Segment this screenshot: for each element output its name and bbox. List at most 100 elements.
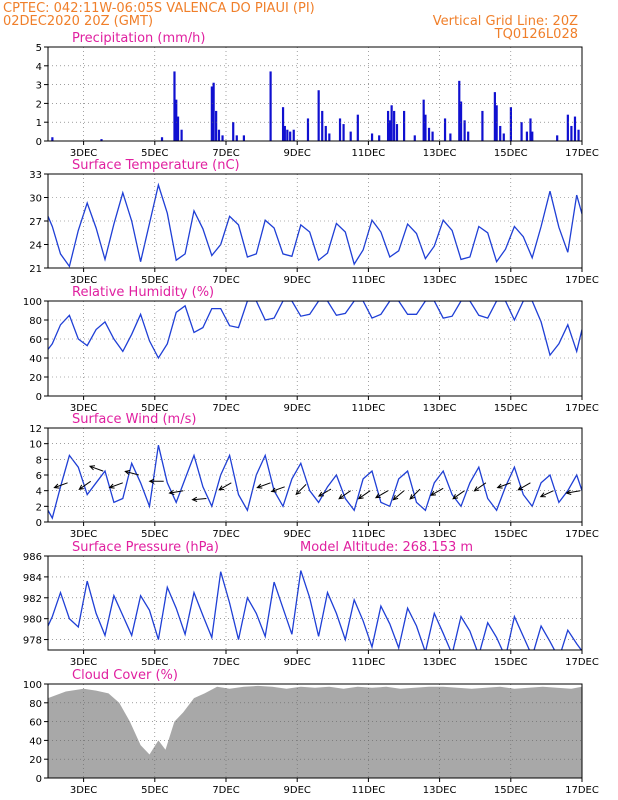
precipitation-bar — [180, 129, 183, 141]
wind-title: Surface Wind (m/s) — [72, 412, 196, 427]
header-model: TQ0126L028 — [494, 27, 578, 42]
precipitation-bar — [493, 92, 496, 141]
precipitation-bar — [212, 82, 215, 141]
cloud-cover-panel: Cloud Cover (%) 0 20 40 60 80 100 3DEC 5DEC 7DEC 9… — [23, 668, 599, 796]
precipitation-bar — [289, 131, 292, 141]
precipitation-bar — [292, 129, 295, 141]
humidity-xtick-label: 17DEC — [565, 403, 599, 414]
precipitation-xtick-label: 11DEC — [352, 148, 386, 159]
wind-ytick-label: 6 — [36, 471, 42, 482]
precipitation-bar — [356, 114, 359, 141]
wind-arrow — [256, 482, 271, 489]
precipitation-ytick-label: 3 — [36, 81, 42, 92]
precipitation-bar — [499, 125, 502, 141]
wind-line — [48, 445, 582, 520]
pressure-xtick-label: 9DEC — [284, 657, 311, 668]
precipitation-bar — [424, 114, 427, 141]
precipitation-bar — [215, 110, 218, 141]
pressure-xtick-label: 15DEC — [494, 657, 528, 668]
precipitation-ytick-label: 1 — [36, 118, 42, 129]
precipitation-bar — [427, 127, 431, 141]
temperature-xtick-label: 9DEC — [284, 275, 311, 286]
wind-ytick-label: 0 — [36, 518, 42, 529]
wind-arrow — [148, 478, 164, 484]
pressure-xtick-label: 17DEC — [565, 657, 599, 668]
wind-xtick-label: 5DEC — [141, 529, 168, 540]
precipitation-bar — [566, 114, 569, 141]
precipitation-bar — [342, 124, 345, 141]
precipitation-bar — [570, 125, 573, 141]
wind-xtick-label: 13DEC — [423, 529, 457, 540]
humidity-frame — [47, 300, 583, 397]
precipitation-bar — [176, 116, 180, 141]
wind-arrow — [473, 482, 487, 492]
wind-arrow — [108, 482, 123, 489]
temperature-ytick-label: 27 — [29, 217, 42, 228]
precipitation-bar — [217, 129, 221, 141]
humidity-xtick-label: 7DEC — [212, 403, 239, 414]
precipitation-bar — [281, 107, 285, 141]
temperature-ytick-label: 33 — [29, 170, 42, 181]
precipitation-bar — [321, 110, 324, 141]
pressure-xtick-label: 11DEC — [352, 657, 386, 668]
precipitation-bar — [403, 110, 406, 141]
precipitation-xtick-label: 13DEC — [423, 148, 457, 159]
wind-arrow — [317, 488, 332, 497]
pressure-ytick-label: 986 — [23, 552, 42, 563]
precipitation-frame — [47, 46, 583, 142]
precipitation-bar — [370, 133, 374, 141]
wind-arrow — [496, 482, 511, 489]
precipitation-bar — [324, 125, 327, 141]
cloud-cover-xtick-label: 7DEC — [212, 785, 239, 796]
precipitation-bar — [388, 120, 391, 141]
temperature-ytick-label: 30 — [29, 194, 42, 205]
temperature-line — [48, 182, 582, 268]
precipitation-bar — [173, 71, 176, 141]
temperature-panel: Surface Temperature (nC) 21 24 27 30 33 3DEC 5D… — [29, 158, 599, 286]
wind-ytick-label: 2 — [36, 502, 42, 513]
pressure-ytick-label: 978 — [23, 636, 42, 647]
humidity-ytick-label: 40 — [29, 354, 42, 365]
cloud-cover-ytick-label: 20 — [29, 755, 42, 766]
precipitation-panel: Precipitation (mm/h) 0 1 2 3 4 5 3DEC 5DEC 7DEC 9D… — [36, 31, 599, 159]
precipitation-bar — [467, 131, 470, 141]
precipitation-bar — [556, 135, 559, 141]
wind-ytick-label: 12 — [29, 424, 42, 435]
pressure-ytick-label: 982 — [23, 594, 42, 605]
header-grid-line: Vertical Grid Line: 20Z — [433, 14, 578, 29]
pressure-xtick-label: 5DEC — [141, 657, 168, 668]
precipitation-xtick-label: 5DEC — [141, 148, 168, 159]
precipitation-bar — [390, 105, 393, 141]
precipitation-xtick-label: 9DEC — [284, 148, 311, 159]
precipitation-bar — [577, 129, 580, 141]
humidity-title: Relative Humidity (%) — [72, 285, 214, 300]
precipitation-bar — [235, 135, 238, 141]
cloud-cover-area — [48, 685, 582, 778]
wind-xtick-label: 15DEC — [494, 529, 528, 540]
temperature-xtick-label: 13DEC — [423, 275, 457, 286]
pressure-title: Surface Pressure (hPa) — [72, 540, 219, 555]
humidity-xtick-label: 13DEC — [423, 403, 457, 414]
precipitation-bar — [306, 118, 310, 141]
humidity-ytick-label: 60 — [29, 335, 42, 346]
pressure-panel: Surface Pressure (hPa) Model Altitude: 26… — [23, 540, 599, 668]
precipitation-ytick-label: 2 — [36, 99, 42, 110]
precipitation-bar — [520, 122, 523, 141]
precipitation-ytick-label: 0 — [36, 137, 42, 148]
precipitation-xtick-label: 3DEC — [70, 148, 97, 159]
wind-arrow — [124, 469, 139, 476]
precipitation-bar — [443, 118, 447, 141]
wind-arrow — [565, 489, 581, 495]
temperature-ytick-label: 21 — [29, 264, 42, 275]
precipitation-bar — [328, 133, 331, 141]
pressure-xtick-label: 13DEC — [423, 657, 457, 668]
precipitation-bar — [210, 86, 213, 141]
precipitation-bar — [100, 139, 103, 141]
temperature-xtick-label: 7DEC — [212, 275, 239, 286]
wind-arrow — [168, 489, 184, 495]
precipitation-bar — [349, 131, 352, 141]
cloud-cover-xtick-label: 9DEC — [284, 785, 311, 796]
wind-arrow — [78, 480, 91, 490]
header-date: 02DEC2020 20Z (GMT) — [3, 14, 153, 29]
cloud-cover-ytick-label: 100 — [23, 680, 42, 691]
